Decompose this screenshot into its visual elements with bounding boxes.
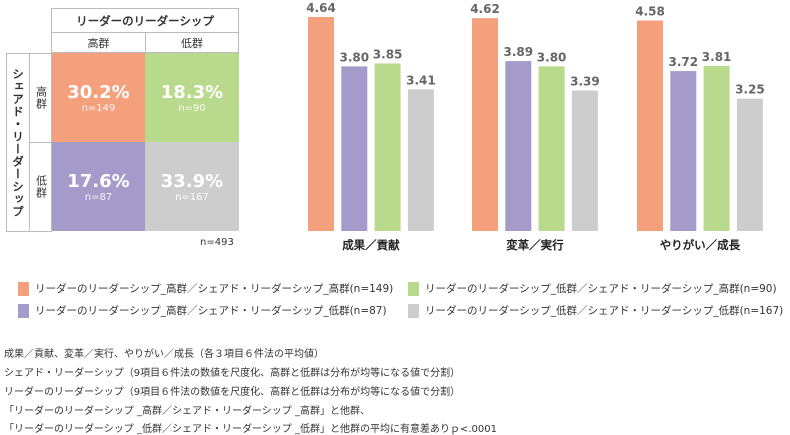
bar-value-label: 3.85 [373, 47, 403, 61]
cell-n: n=90 [178, 102, 206, 114]
bar-value-label: 3.25 [735, 83, 765, 97]
col-label-high: 高群 [51, 32, 146, 53]
legend-item: リーダーのリーダーシップ_高群／シェアド・リーダーシップ_低群(n=87) [18, 303, 387, 318]
note-line: 「リーダーのリーダーシップ _低群／シェアド・リーダーシップ _低群」と他群の平… [4, 424, 497, 435]
note-line: シェアド・リーダーシップ（9項目６件法の数値を尺度化、高群と低群は分布が均等にな… [4, 368, 461, 379]
bar [637, 20, 663, 232]
bar-value-label: 3.81 [702, 50, 732, 64]
cell-n: n=167 [175, 191, 209, 203]
bar [472, 18, 498, 231]
bar [308, 17, 334, 231]
row-label-high: 高群 [29, 53, 52, 143]
legend-swatch [408, 281, 419, 296]
bar-value-label: 3.41 [406, 73, 436, 87]
category-label: 変革／実行 [506, 238, 564, 252]
bar-value-label: 3.80 [339, 50, 369, 64]
bar [505, 61, 532, 231]
cell-n: n=87 [84, 191, 113, 203]
cell-n: n=149 [81, 102, 116, 114]
cell-low-high: 18.3% n=90 [145, 53, 239, 142]
cell-pct: 30.2% [67, 81, 130, 103]
bar-value-label: 3.72 [668, 55, 698, 69]
cell-pct: 17.6% [67, 170, 130, 192]
note-line: 「リーダーのリーダーシップ _高群／シェアド・リーダーシップ _高群」と他群、 [4, 406, 370, 417]
legend-label: リーダーのリーダーシップ_低群／シェアド・リーダーシップ_高群(n=90) [425, 283, 777, 295]
legend-label: リーダーのリーダーシップ_低群／シェアド・リーダーシップ_低群(n=167) [425, 305, 784, 317]
col-header: リーダーのリーダーシップ [51, 8, 239, 33]
cell-pct: 33.9% [160, 170, 224, 192]
legend-label: リーダーのリーダーシップ_高群／シェアド・リーダーシップ_高群(n=149) [35, 283, 394, 295]
bar-value-label: 4.64 [306, 1, 336, 15]
col-label-low: 低群 [145, 32, 239, 53]
bar-value-label: 4.62 [470, 2, 500, 16]
total-n: n=493 [200, 237, 234, 248]
legend-swatch [18, 303, 29, 318]
legend-item: リーダーのリーダーシップ_低群／シェアド・リーダーシップ_低群(n=167) [408, 303, 783, 318]
cell-pct: 18.3% [160, 81, 224, 103]
cell-high-low: 17.6% n=87 [52, 142, 145, 231]
bar-value-label: 3.89 [503, 45, 533, 59]
bar-value-label: 3.80 [537, 50, 567, 64]
row-label-low: 低群 [29, 142, 52, 232]
bar [670, 71, 697, 231]
bar [703, 65, 730, 232]
legend-item: リーダーのリーダーシップ_低群／シェアド・リーダーシップ_高群(n=90) [408, 281, 777, 296]
bar [571, 90, 598, 231]
bar [538, 66, 565, 231]
category-label: やりがい／成長 [660, 238, 741, 252]
note-line: 成果／貢献、変革／実行、やりがい／成長（各３項目６件法の平均値） [4, 349, 324, 360]
legend-swatch [18, 281, 29, 296]
bar-value-label: 3.39 [570, 74, 600, 88]
category-label: 成果／貢献 [342, 238, 400, 252]
legend-label: リーダーのリーダーシップ_高群／シェアド・リーダーシップ_低群(n=87) [35, 305, 387, 317]
row-header: シェアド・リーダーシップ [6, 53, 30, 232]
bar [736, 98, 763, 231]
bar [407, 89, 434, 231]
bar-value-label: 4.58 [635, 5, 665, 19]
bar [374, 63, 401, 231]
cell-low-low: 33.9% n=167 [145, 142, 239, 231]
note-line: リーダーのリーダーシップ（9項目６件法の数値を尺度化、高群と低群は分布が均等にな… [4, 387, 461, 398]
legend-item: リーダーのリーダーシップ_高群／シェアド・リーダーシップ_高群(n=149) [18, 281, 393, 296]
legend-swatch [408, 303, 419, 318]
bar [341, 66, 368, 231]
cell-high-high: 30.2% n=149 [52, 53, 145, 142]
